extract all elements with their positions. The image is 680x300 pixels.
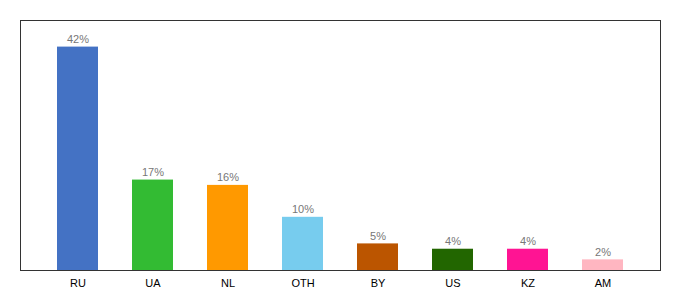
svg-text:4%: 4%	[445, 235, 461, 247]
svg-text:5%: 5%	[370, 230, 386, 242]
svg-text:US: US	[445, 277, 460, 289]
svg-text:17%: 17%	[142, 166, 164, 178]
svg-text:KZ: KZ	[521, 277, 535, 289]
svg-text:UA: UA	[145, 277, 161, 289]
svg-text:RU: RU	[70, 277, 86, 289]
svg-text:10%: 10%	[292, 203, 314, 215]
svg-text:NL: NL	[221, 277, 235, 289]
svg-text:42%: 42%	[67, 33, 89, 45]
svg-text:AM: AM	[595, 277, 612, 289]
svg-text:BY: BY	[371, 277, 386, 289]
svg-text:16%: 16%	[217, 171, 239, 183]
svg-text:4%: 4%	[520, 235, 536, 247]
svg-text:2%: 2%	[595, 246, 611, 258]
svg-text:OTH: OTH	[291, 277, 314, 289]
